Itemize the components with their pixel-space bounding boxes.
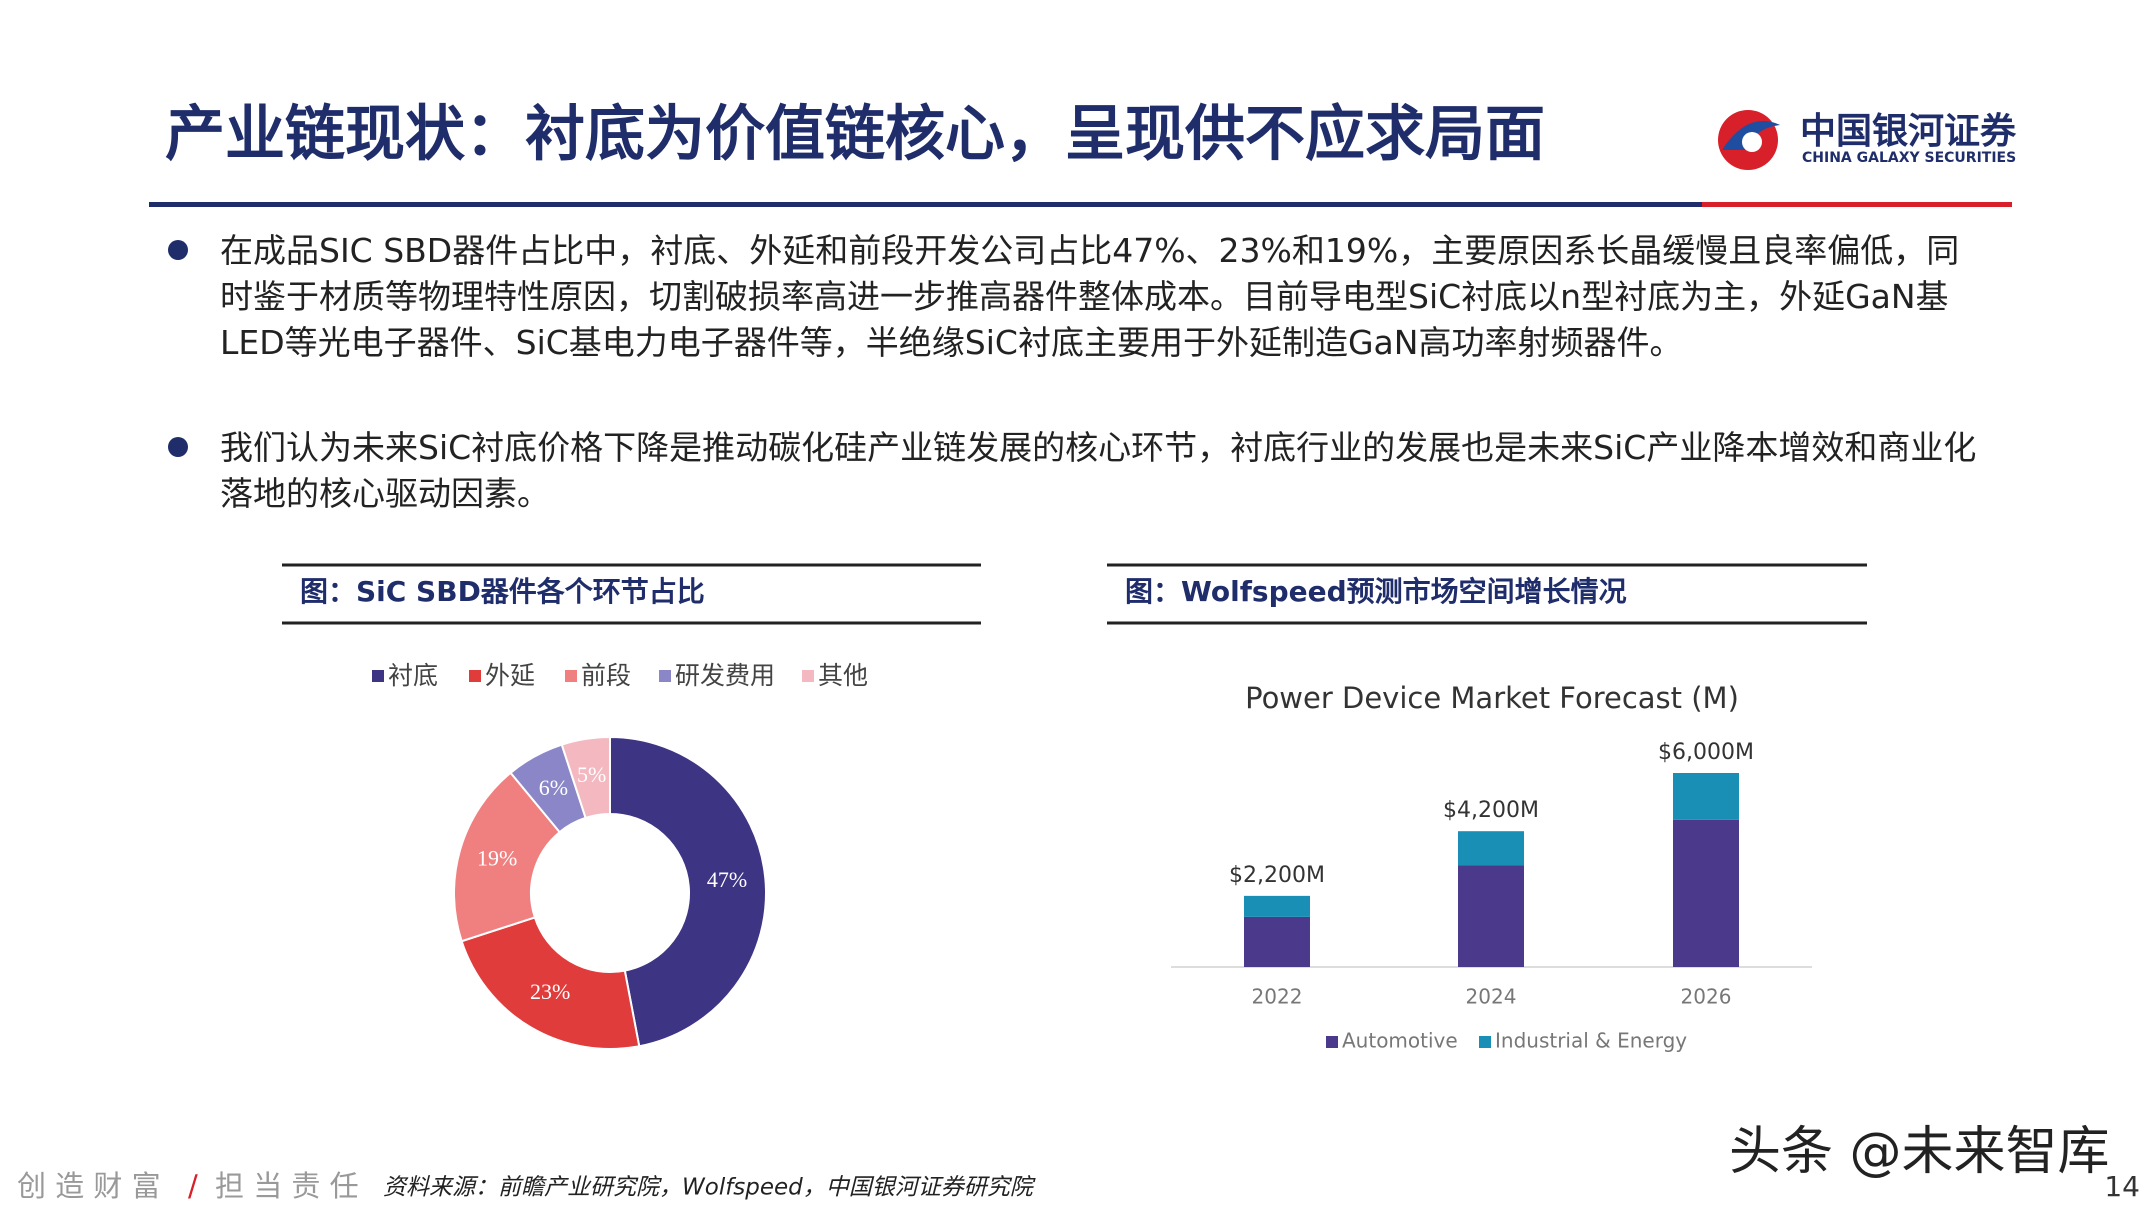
total-label: $4,200M (1443, 798, 1539, 823)
bar-segment (1458, 865, 1524, 967)
data-label: 19% (477, 845, 517, 870)
legend-swatch (469, 670, 481, 682)
logo-en: CHINA GALAXY SECURITIES (1802, 150, 2016, 166)
bullet-text: 在成品SIC SBD器件占比中，衬底、外延和前段开发公司占比47%、23%和19… (220, 231, 1960, 362)
bullet-dot (168, 240, 188, 260)
legend-swatch (802, 670, 814, 682)
slogan-slash: / (188, 1169, 198, 1203)
title-rule-red (1702, 202, 2012, 207)
legend-swatch (659, 670, 671, 682)
title-rule (149, 202, 1702, 207)
data-label: 6% (539, 775, 568, 800)
bar-segment (1673, 773, 1739, 820)
bar-segment (1458, 831, 1524, 866)
donut-slice (560, 735, 611, 820)
bar-segment (1244, 916, 1310, 967)
bullet: 在成品SIC SBD器件占比中，衬底、外延和前段开发公司占比47%、23%和19… (168, 228, 1980, 366)
x-tick-label: 2022 (1252, 985, 1303, 1009)
legend-label: 其他 (818, 661, 868, 690)
source: 资料来源：前瞻产业研究院，Wolfspeed，中国银河证券研究院 (383, 1175, 1036, 1201)
legend-label: Industrial & Energy (1495, 1029, 1687, 1053)
bar-segment (1244, 895, 1310, 917)
x-tick-label: 2026 (1681, 985, 1732, 1009)
bullet-text: 我们认为未来SiC衬底价格下降是推动碳化硅产业链发展的核心环节，衬底行业的发展也… (220, 428, 1977, 513)
chart-title: Power Device Market Forecast (M) (1245, 681, 1739, 715)
chart-caption: 图：SiC SBD器件各个环节占比 (300, 575, 705, 608)
legend-label: 衬底 (388, 661, 438, 690)
legend-swatch (1326, 1036, 1338, 1048)
chart-caption: 图：Wolfspeed预测市场空间增长情况 (1125, 575, 1627, 608)
data-label: 5% (577, 762, 606, 787)
bullet: 我们认为未来SiC衬底价格下降是推动碳化硅产业链发展的核心环节，衬底行业的发展也… (168, 425, 1980, 517)
slogan: 创 造 财 富 (17, 1169, 161, 1203)
legend-label: Automotive (1342, 1029, 1458, 1053)
donut-slice (460, 916, 641, 1050)
legend-label: 研发费用 (675, 661, 775, 690)
legend-swatch (565, 670, 577, 682)
x-tick-label: 2024 (1466, 985, 1517, 1009)
data-label: 47% (707, 867, 747, 892)
bullet-dot (168, 437, 188, 457)
total-label: $2,200M (1229, 863, 1325, 888)
bar-segment (1673, 819, 1739, 967)
page-number: 14 (2104, 1170, 2140, 1203)
legend-label: 外延 (485, 661, 535, 690)
title: 产业链现状：衬底为价值链核心，呈现供不应求局面 (165, 100, 1545, 170)
data-label: 23% (530, 979, 570, 1004)
donut-slice (453, 771, 562, 943)
slogan: 担 当 责 任 (215, 1169, 359, 1203)
total-label: $6,000M (1658, 740, 1754, 765)
legend-swatch (1479, 1036, 1491, 1048)
logo-icon (1718, 110, 1780, 170)
donut-slice (609, 735, 768, 1048)
watermark: 头条 @未来智库 (1729, 1122, 2110, 1182)
legend-swatch (372, 670, 384, 682)
legend-label: 前段 (581, 661, 631, 690)
logo-cn: 中国银河证券 (1800, 111, 2017, 152)
